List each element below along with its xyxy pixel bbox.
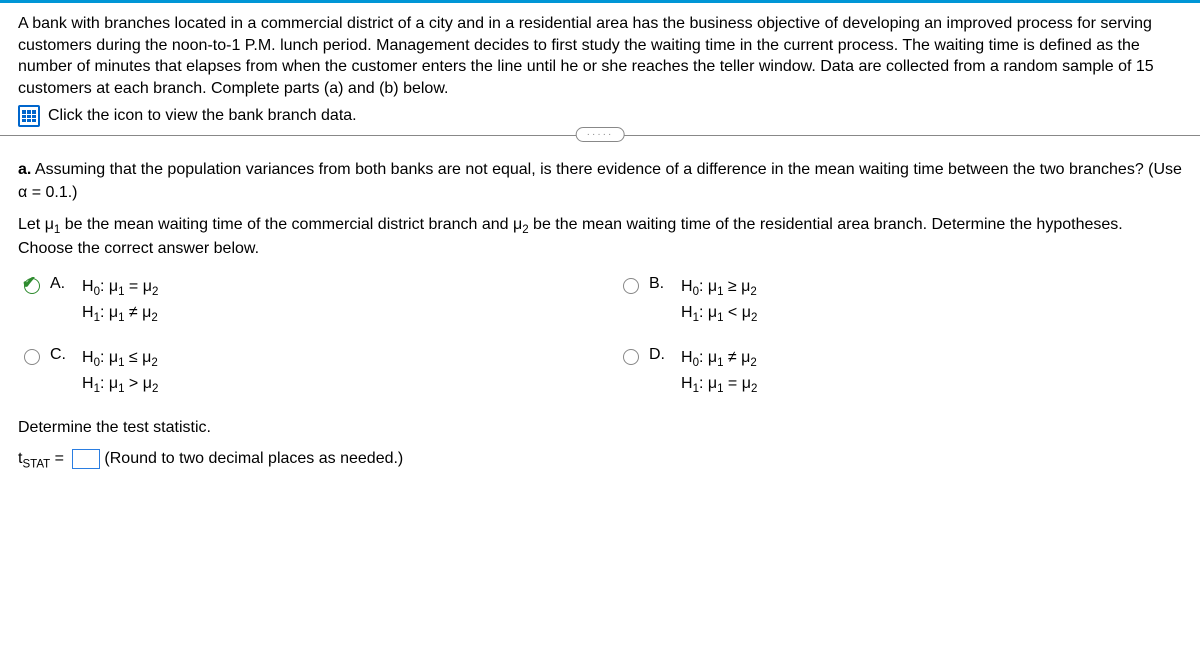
- choice-d-h1: H1: μ1 = μ2: [681, 372, 757, 398]
- choice-b-h0: H0: μ1 ≥ μ2: [681, 275, 757, 301]
- choice-a-h0: H0: μ1 = μ2: [82, 275, 158, 301]
- choice-d-label: D.: [649, 346, 671, 364]
- tstat-hint: (Round to two decimal places as needed.): [104, 450, 403, 467]
- choice-b-label: B.: [649, 275, 671, 293]
- test-statistic-prompt: Determine the test statistic.: [18, 417, 1182, 439]
- radio-d[interactable]: [623, 349, 639, 365]
- choice-c-label: C.: [50, 346, 72, 364]
- data-link-row: Click the icon to view the bank branch d…: [18, 105, 1182, 127]
- define-mid1: be the mean waiting time of the commerci…: [60, 216, 522, 233]
- table-icon[interactable]: [18, 105, 40, 127]
- problem-intro: A bank with branches located in a commer…: [18, 13, 1182, 99]
- choice-b[interactable]: B. H0: μ1 ≥ μ2 H1: μ1 < μ2: [623, 275, 1182, 328]
- choice-c-h1: H1: μ1 > μ2: [82, 372, 158, 398]
- choice-d-body: H0: μ1 ≠ μ2 H1: μ1 = μ2: [681, 346, 757, 399]
- choice-a[interactable]: ✔ A. H0: μ1 = μ2 H1: μ1 ≠ μ2: [24, 275, 583, 328]
- tstat-eq: =: [50, 450, 68, 467]
- table-icon-grid: [22, 110, 36, 122]
- part-a-label: a.: [18, 161, 31, 178]
- define-pre: Let μ: [18, 216, 54, 233]
- choice-d[interactable]: D. H0: μ1 ≠ μ2 H1: μ1 = μ2: [623, 346, 1182, 399]
- choice-c-h0: H0: μ1 ≤ μ2: [82, 346, 158, 372]
- define-hypotheses: Let μ1 be the mean waiting time of the c…: [18, 214, 1182, 261]
- tstat-lhs-sub: STAT: [22, 458, 50, 470]
- choice-a-label: A.: [50, 275, 72, 293]
- choice-c-body: H0: μ1 ≤ μ2 H1: μ1 > μ2: [82, 346, 158, 399]
- question-content: A bank with branches located in a commer…: [0, 3, 1200, 480]
- answer-choices: ✔ A. H0: μ1 = μ2 H1: μ1 ≠ μ2 B. H0: μ1 ≥…: [24, 275, 1182, 399]
- radio-a[interactable]: ✔: [24, 278, 40, 294]
- tstat-input[interactable]: [72, 449, 100, 469]
- radio-b[interactable]: [623, 278, 639, 294]
- choice-c[interactable]: C. H0: μ1 ≤ μ2 H1: μ1 > μ2: [24, 346, 583, 399]
- test-statistic-input-row: tSTAT = (Round to two decimal places as …: [18, 449, 1182, 470]
- choice-a-h1: H1: μ1 ≠ μ2: [82, 301, 158, 327]
- section-divider: ·····: [0, 135, 1200, 151]
- choice-d-h0: H0: μ1 ≠ μ2: [681, 346, 757, 372]
- choice-b-body: H0: μ1 ≥ μ2 H1: μ1 < μ2: [681, 275, 757, 328]
- expand-dots-icon[interactable]: ·····: [576, 127, 625, 142]
- part-a-text: Assuming that the population variances f…: [18, 161, 1182, 200]
- part-a-question: a. Assuming that the population variance…: [18, 159, 1182, 204]
- check-icon: ✔: [22, 273, 36, 293]
- data-link-text[interactable]: Click the icon to view the bank branch d…: [48, 107, 357, 125]
- radio-c[interactable]: [24, 349, 40, 365]
- choice-b-h1: H1: μ1 < μ2: [681, 301, 757, 327]
- choice-a-body: H0: μ1 = μ2 H1: μ1 ≠ μ2: [82, 275, 158, 328]
